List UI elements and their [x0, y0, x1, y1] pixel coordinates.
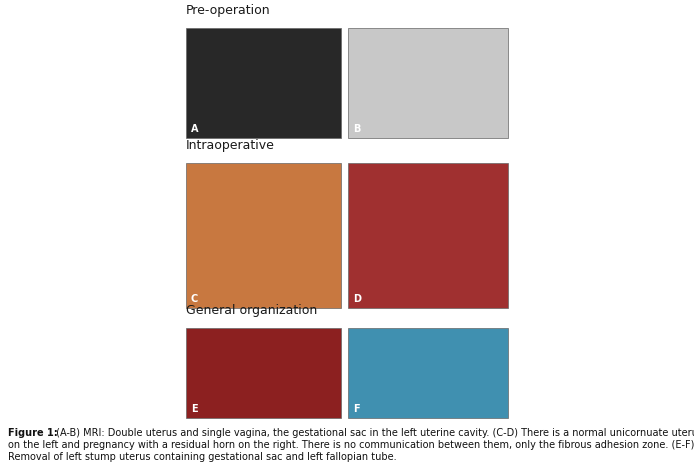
Text: A: A: [191, 124, 198, 134]
Text: Removal of left stump uterus containing gestational sac and left fallopian tube.: Removal of left stump uterus containing …: [8, 452, 397, 462]
Text: (A-B) MRI: Double uterus and single vagina, the gestational sac in the left uter: (A-B) MRI: Double uterus and single vagi…: [53, 428, 694, 438]
Text: on the left and pregnancy with a residual horn on the right. There is no communi: on the left and pregnancy with a residua…: [8, 440, 694, 450]
Bar: [348, 328, 508, 418]
Text: F: F: [353, 404, 359, 414]
Text: Figure 1:: Figure 1:: [8, 428, 58, 438]
Text: E: E: [191, 404, 198, 414]
Bar: [348, 163, 508, 308]
Text: Intraoperative: Intraoperative: [186, 139, 275, 152]
Text: General organization: General organization: [186, 304, 317, 317]
Bar: [186, 28, 341, 138]
Text: B: B: [353, 124, 360, 134]
Text: D: D: [353, 294, 361, 304]
Bar: [186, 328, 341, 418]
Bar: [348, 28, 508, 138]
Bar: [186, 163, 341, 308]
Text: Pre-operation: Pre-operation: [186, 4, 271, 17]
Text: C: C: [191, 294, 198, 304]
